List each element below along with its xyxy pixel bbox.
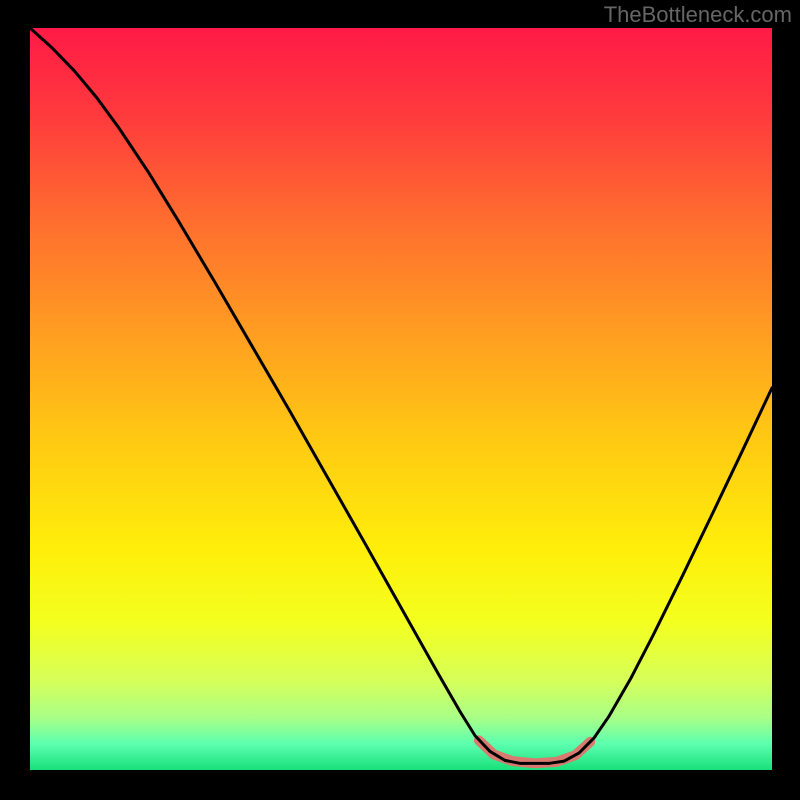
chart-plot-bg [30, 28, 772, 770]
chart-container: TheBottleneck.com [0, 0, 800, 800]
attribution-text: TheBottleneck.com [604, 2, 792, 28]
bottleneck-curve-chart [0, 0, 800, 800]
